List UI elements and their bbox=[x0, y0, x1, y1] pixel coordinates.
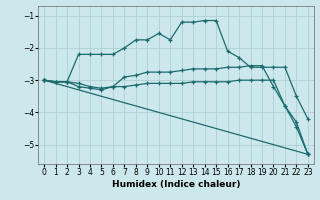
X-axis label: Humidex (Indice chaleur): Humidex (Indice chaleur) bbox=[112, 180, 240, 189]
